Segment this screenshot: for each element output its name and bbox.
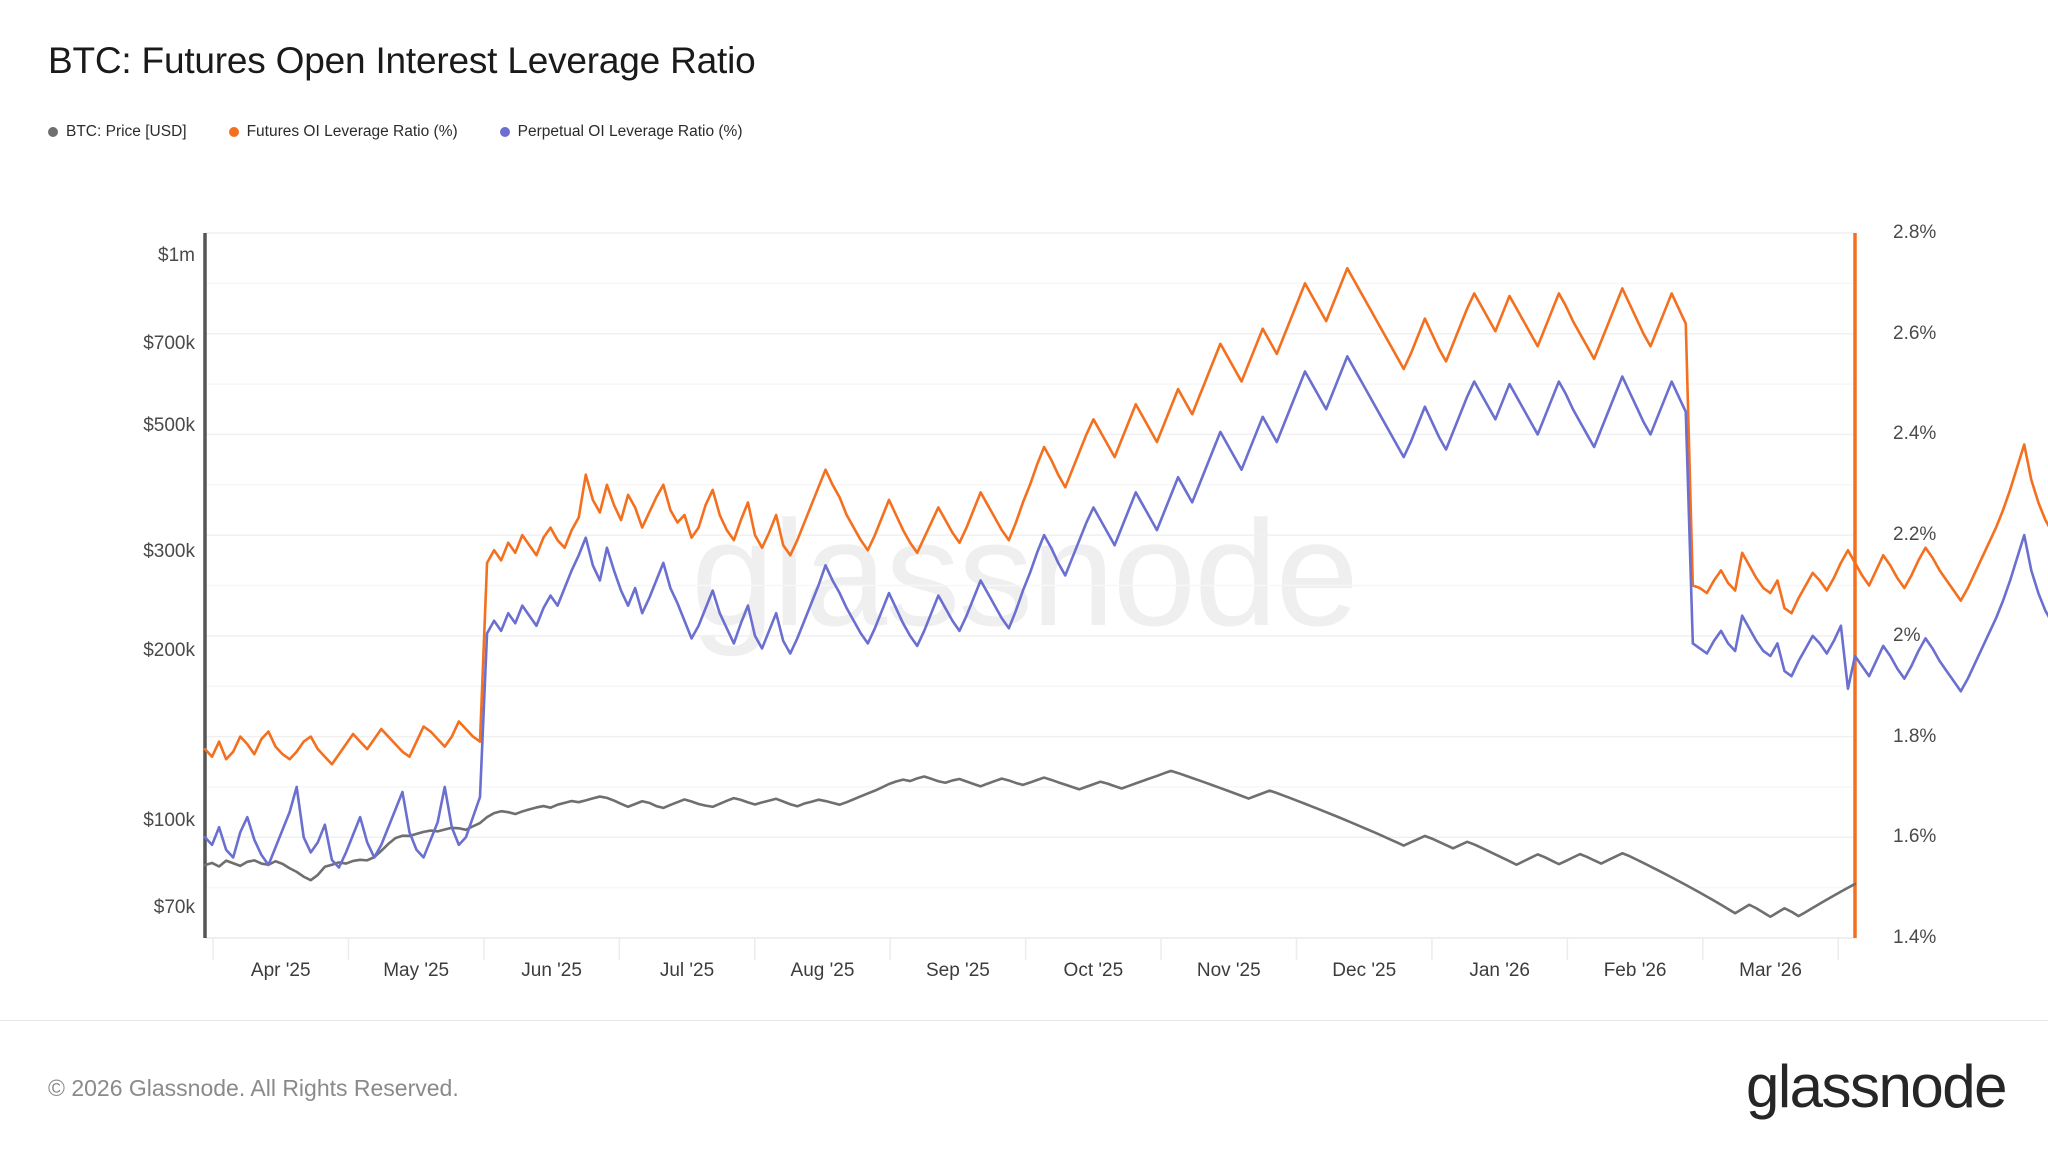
x-axis-tick: Mar '26 (1739, 960, 1802, 981)
y-axis-right-tick: 2.2% (1893, 524, 1937, 546)
y-axis-left-tick: $500k (143, 415, 195, 437)
x-axis-tick: Feb '26 (1603, 960, 1667, 981)
page-title: BTC: Futures Open Interest Leverage Rati… (48, 40, 756, 81)
y-axis-right-tick: 2% (1893, 624, 1921, 646)
chart-canvas (203, 232, 2048, 960)
x-axis-tick: Nov '25 (1196, 960, 1261, 981)
x-axis-tick: May '25 (383, 960, 450, 981)
legend-item-perpetual-oi[interactable]: Perpetual OI Leverage Ratio (%) (499, 123, 743, 141)
legend-dot-icon (499, 127, 510, 137)
y-axis-left-tick: $100k (143, 809, 195, 831)
x-axis-tick: Dec '25 (1332, 960, 1397, 981)
x-axis-tick: Jul '25 (659, 960, 715, 981)
footer-divider (0, 1020, 2048, 1021)
y-axis-right-tick: 2.8% (1893, 222, 1937, 243)
y-axis-left-tick: $70k (153, 897, 195, 919)
chart-plot-area[interactable]: glassnode $1m $700k $500k $300k $200k $100k $7… (0, 0, 2048, 1010)
y-axis-left-tick: $300k (143, 540, 195, 562)
glassnode-logo: glassnode (1745, 1053, 2008, 1120)
y-axis-left-tick: $700k (143, 332, 195, 354)
y-axis-right-tick: 1.8% (1893, 725, 1937, 747)
y-axis-right-tick: 2.6% (1893, 322, 1937, 344)
x-axis-tick: Jun '25 (521, 960, 582, 981)
legend-dot-icon (228, 127, 239, 137)
legend-item-label: Futures OI Leverage Ratio (%) (246, 123, 458, 140)
copyright-text: © 2026 Glassnode. All Rights Reserved. (48, 1075, 459, 1101)
x-axis-tick: Apr '25 (250, 960, 311, 981)
x-axis-tick: Sep '25 (925, 960, 990, 981)
y-axis-right-tick: 1.6% (1893, 826, 1937, 848)
y-axis-right-tick: 2.4% (1893, 423, 1937, 445)
chart-legend: BTC: Price [USD] Futures OI Leverage Rat… (48, 123, 743, 141)
legend-item-label: BTC: Price [USD] (66, 123, 187, 140)
y-axis-right-tick: 1.4% (1893, 927, 1937, 948)
y-axis-left-tick: $1m (158, 245, 195, 267)
x-axis-tick: Jan '26 (1469, 960, 1530, 981)
legend-item-btc-price[interactable]: BTC: Price [USD] (48, 123, 187, 141)
x-axis-tick: Oct '25 (1063, 960, 1124, 981)
y-axis-left-tick: $200k (143, 639, 195, 661)
x-axis-tick: Aug '25 (790, 960, 855, 981)
legend-dot-icon (48, 127, 58, 137)
legend-item-futures-oi[interactable]: Futures OI Leverage Ratio (%) (228, 123, 458, 141)
legend-item-label: Perpetual OI Leverage Ratio (%) (517, 123, 743, 140)
